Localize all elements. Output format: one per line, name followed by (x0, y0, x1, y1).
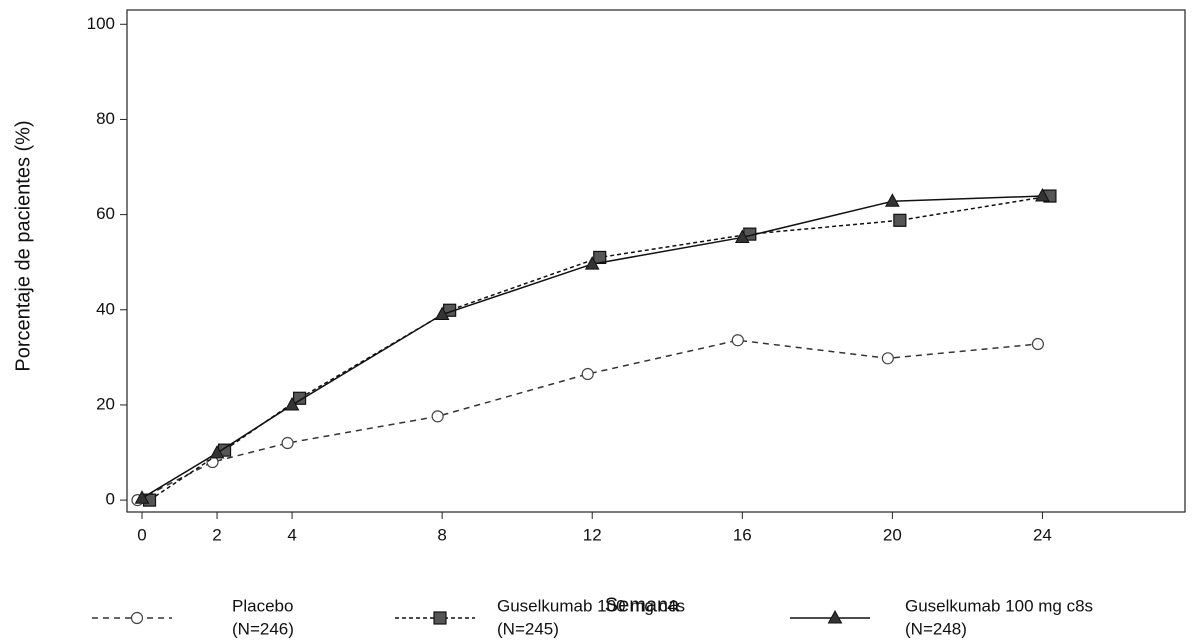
data-point (885, 193, 900, 207)
x-tick-label: 2 (212, 525, 221, 544)
legend-label: Placebo (232, 596, 293, 615)
data-point (431, 410, 444, 423)
data-point (584, 256, 600, 270)
legend-marker (130, 611, 144, 625)
x-tick-label: 12 (583, 525, 602, 544)
legend-marker (433, 611, 447, 625)
x-tick-label: 24 (1033, 525, 1052, 544)
x-tick-label: 8 (437, 525, 446, 544)
y-tick-label: 40 (96, 299, 115, 318)
x-tick-label: 20 (883, 525, 902, 544)
y-tick-label: 100 (87, 14, 115, 33)
series-line (149, 195, 1051, 501)
data-point (292, 391, 307, 405)
legend-n: (N=246) (232, 619, 294, 638)
data-point (434, 306, 450, 321)
data-point (281, 436, 294, 450)
y-tick-label: 80 (96, 109, 115, 128)
legend-label: Guselkumab 100 mg c8s (905, 596, 1093, 615)
legend-n: (N=245) (497, 619, 559, 638)
series-line (141, 195, 1043, 499)
plot-frame (126, 9, 1186, 513)
data-point (209, 444, 225, 459)
data-point (731, 334, 744, 347)
data-point (581, 367, 594, 381)
legend-marker (827, 609, 843, 624)
y-tick-label: 0 (106, 490, 115, 509)
data-point (134, 490, 150, 504)
data-point (1035, 187, 1050, 202)
data-point (881, 352, 894, 365)
series-line (137, 339, 1039, 501)
legend-n: (N=248) (905, 619, 967, 638)
legend-label: Guselkumab 100 mg c4s (497, 596, 685, 615)
y-tick-label: 60 (96, 204, 115, 223)
data-point (734, 229, 750, 243)
data-point (1031, 337, 1045, 351)
x-tick-label: 4 (287, 525, 296, 544)
x-tick-label: 16 (733, 525, 752, 544)
y-tick-label: 20 (96, 394, 115, 413)
data-point (893, 213, 907, 227)
x-axis-label: Semana (605, 594, 680, 616)
y-axis-label: Porcentaje de pacientes (%) (12, 120, 34, 371)
data-point (284, 396, 300, 411)
x-tick-label: 0 (137, 525, 146, 544)
